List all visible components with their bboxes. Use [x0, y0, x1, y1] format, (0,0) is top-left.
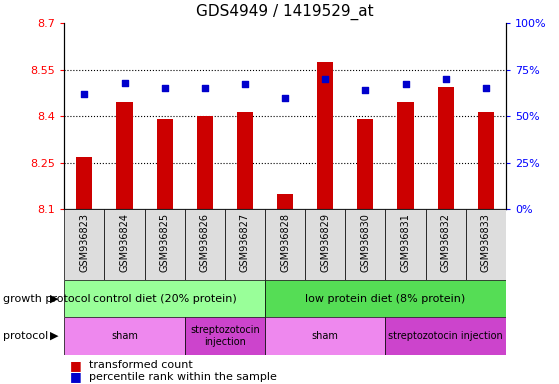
Text: streptozotocin injection: streptozotocin injection [389, 331, 503, 341]
Bar [145, 209, 184, 280]
Text: control diet (20% protein): control diet (20% protein) [93, 293, 236, 304]
Bar [225, 209, 265, 280]
Text: GSM936831: GSM936831 [401, 213, 410, 272]
Text: GSM936827: GSM936827 [240, 213, 250, 272]
Bar [345, 209, 386, 280]
Point [240, 81, 249, 88]
Text: GSM936829: GSM936829 [320, 213, 330, 272]
Bar [277, 194, 293, 209]
Point [281, 94, 290, 101]
Text: ▶: ▶ [50, 331, 59, 341]
Text: ■: ■ [70, 370, 82, 383]
Bar [77, 157, 92, 209]
Bar [265, 209, 305, 280]
Bar [157, 119, 173, 209]
Text: percentile rank within the sample: percentile rank within the sample [89, 372, 277, 382]
Bar [317, 62, 333, 209]
Bar [386, 209, 425, 280]
Bar [116, 102, 132, 209]
Text: low protein diet (8% protein): low protein diet (8% protein) [305, 293, 466, 304]
Bar [105, 209, 145, 280]
Bar [397, 102, 414, 209]
Text: growth protocol: growth protocol [3, 293, 91, 304]
Text: transformed count: transformed count [89, 360, 193, 370]
Point [361, 87, 370, 93]
Bar [478, 111, 494, 209]
Bar [237, 111, 253, 209]
Text: GSM936826: GSM936826 [200, 213, 210, 272]
Text: sham: sham [111, 331, 138, 341]
Point [401, 81, 410, 88]
Text: GSM936832: GSM936832 [440, 213, 451, 272]
Point [200, 85, 209, 91]
Bar [64, 317, 184, 355]
Point [441, 76, 450, 82]
Point [160, 85, 169, 91]
Text: GSM936825: GSM936825 [160, 213, 169, 272]
Bar [357, 119, 373, 209]
Text: streptozotocin
injection: streptozotocin injection [190, 325, 260, 347]
Bar [466, 209, 506, 280]
Text: sham: sham [312, 331, 339, 341]
Bar [265, 280, 506, 317]
Bar [64, 280, 265, 317]
Bar [265, 317, 386, 355]
Point [321, 76, 330, 82]
Text: GSM936823: GSM936823 [79, 213, 89, 272]
Text: protocol: protocol [3, 331, 48, 341]
Point [481, 85, 490, 91]
Text: ■: ■ [70, 359, 82, 372]
Bar [305, 209, 345, 280]
Bar [386, 317, 506, 355]
Point [120, 79, 129, 86]
Bar [438, 87, 454, 209]
Point [80, 91, 89, 97]
Text: GSM936828: GSM936828 [280, 213, 290, 272]
Text: GSM936824: GSM936824 [120, 213, 130, 272]
Text: GSM936830: GSM936830 [361, 213, 371, 272]
Bar [197, 116, 213, 209]
Text: ▶: ▶ [50, 293, 59, 304]
Bar [184, 317, 265, 355]
Bar [425, 209, 466, 280]
Bar [184, 209, 225, 280]
Text: GSM936833: GSM936833 [481, 213, 491, 272]
Title: GDS4949 / 1419529_at: GDS4949 / 1419529_at [196, 4, 374, 20]
Bar [64, 209, 105, 280]
